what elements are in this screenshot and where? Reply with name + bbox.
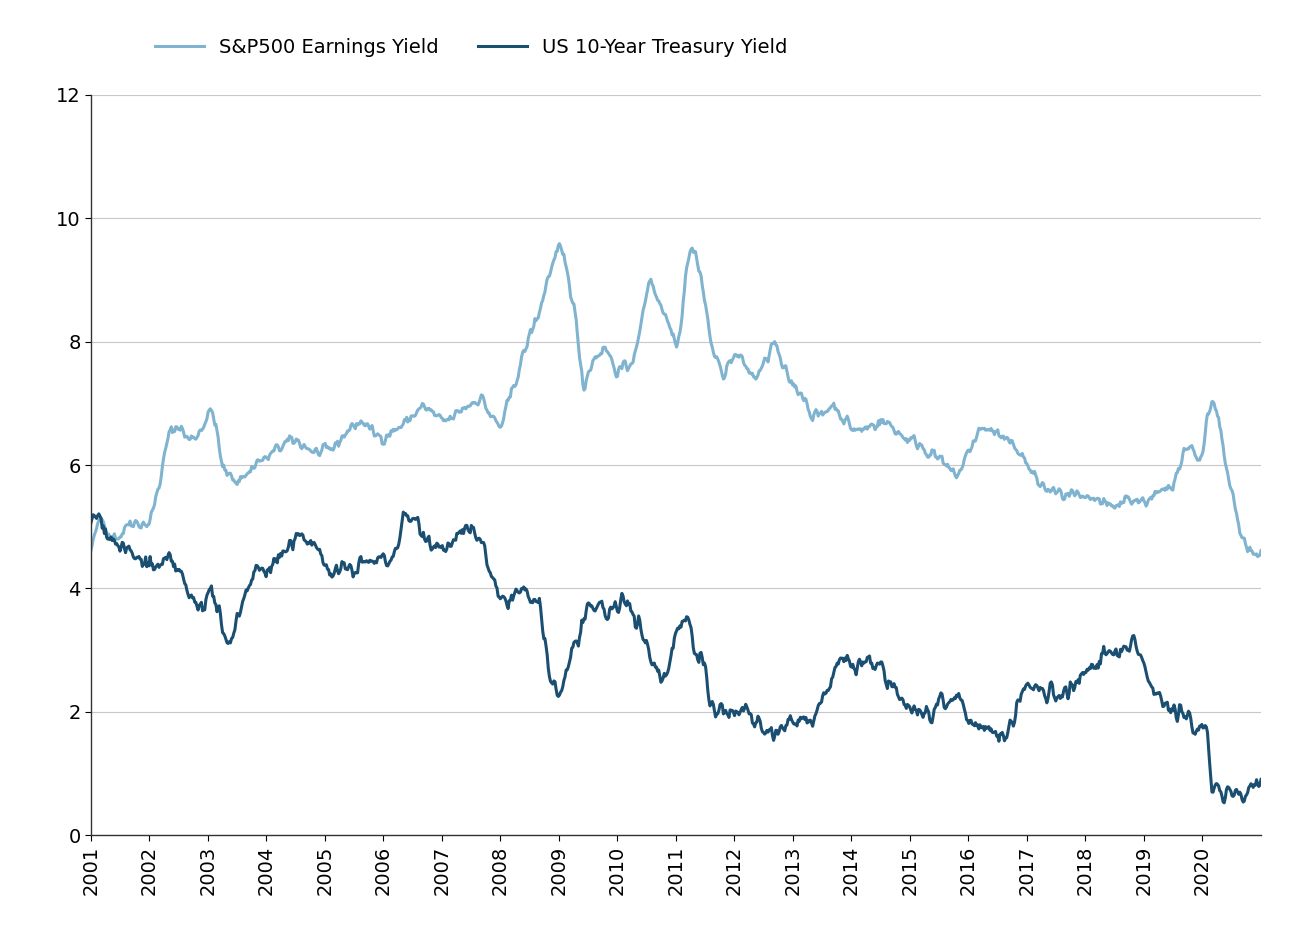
S&P500 Earnings Yield — [820, 404, 836, 416]
S&P500 Earnings Yield — [1110, 499, 1126, 511]
US 10-Year Treasury Yield — [294, 529, 309, 540]
US 10-Year Treasury Yield — [1110, 651, 1126, 662]
US 10-Year Treasury Yield — [820, 685, 836, 697]
Line: S&P500 Earnings Yield: S&P500 Earnings Yield — [91, 244, 1261, 556]
US 10-Year Treasury Yield — [83, 517, 99, 529]
US 10-Year Treasury Yield — [1041, 686, 1057, 698]
Legend: S&P500 Earnings Yield, US 10-Year Treasury Yield: S&P500 Earnings Yield, US 10-Year Treasu… — [147, 30, 796, 65]
S&P500 Earnings Yield — [1253, 545, 1269, 556]
S&P500 Earnings Yield — [83, 545, 99, 556]
US 10-Year Treasury Yield — [878, 675, 893, 686]
Line: US 10-Year Treasury Yield: US 10-Year Treasury Yield — [91, 512, 1261, 803]
S&P500 Earnings Yield — [551, 238, 567, 250]
US 10-Year Treasury Yield — [395, 507, 411, 518]
S&P500 Earnings Yield — [226, 474, 242, 486]
US 10-Year Treasury Yield — [226, 627, 242, 639]
S&P500 Earnings Yield — [1249, 550, 1265, 562]
S&P500 Earnings Yield — [1041, 484, 1057, 495]
US 10-Year Treasury Yield — [1253, 773, 1269, 785]
US 10-Year Treasury Yield — [1217, 797, 1232, 809]
S&P500 Earnings Yield — [294, 443, 309, 455]
S&P500 Earnings Yield — [878, 418, 893, 429]
